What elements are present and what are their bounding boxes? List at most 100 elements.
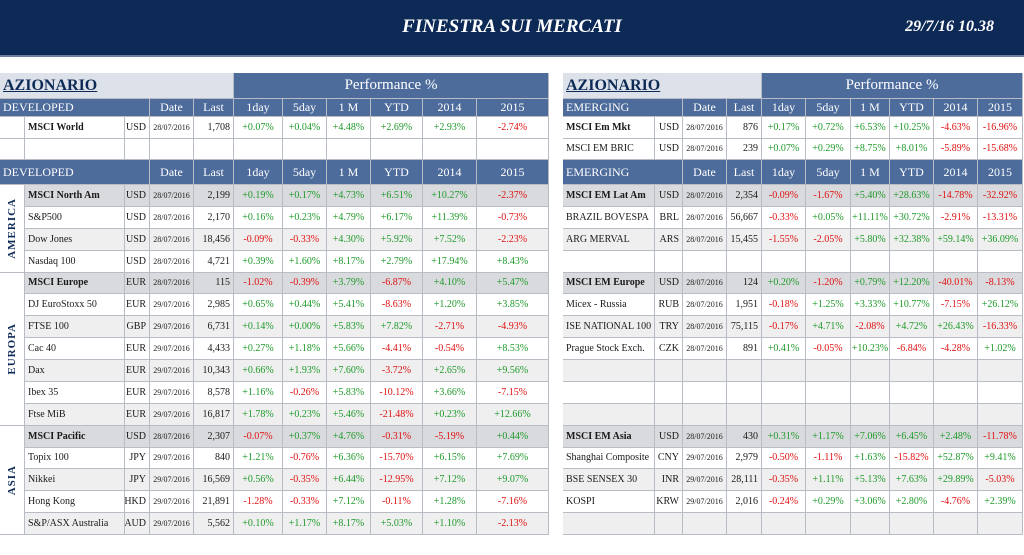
column-header: 2014 (934, 160, 978, 185)
last-value: 16,569 (194, 469, 234, 492)
empty-cell (851, 513, 890, 535)
perf-5day: +1.11% (806, 469, 851, 492)
perf-ytd: -10.12% (371, 381, 423, 404)
perf-ytd: +7.82% (371, 316, 423, 339)
page-title: FINESTRA SUI MERCATI (402, 16, 622, 37)
perf-1day: +0.65% (234, 294, 283, 317)
empty-cell (762, 403, 806, 426)
perf-ytd: +6.17% (371, 206, 423, 229)
perf-5day: -0.33% (283, 228, 327, 251)
currency: CNY (655, 447, 683, 470)
perf-1m: +4.48% (327, 117, 371, 139)
perf-1day: +0.07% (234, 117, 283, 139)
last-value: 21,891 (194, 491, 234, 514)
perf-2015: -8.13% (978, 272, 1023, 295)
perf-5day: +4.71% (806, 316, 851, 339)
index-name: S&P/ASX Australia (25, 513, 125, 535)
perf-1day: +1.16% (234, 381, 283, 404)
perf-5day: +0.17% (283, 185, 327, 207)
empty-cell (806, 513, 851, 535)
index-name: Shanghai Composite (563, 447, 655, 470)
index-name: FTSE 100 (25, 316, 125, 339)
perf-1m: +6.53% (851, 117, 890, 139)
empty-cell (563, 513, 655, 535)
perf-ytd: +2.80% (890, 491, 934, 514)
date: 29/07/2016 (150, 403, 194, 426)
perf-ytd: -8.63% (371, 294, 423, 317)
index-name: KOSPI (563, 491, 655, 514)
index-name: Prague Stock Exch. (563, 338, 655, 360)
last-value: 876 (727, 117, 762, 139)
group-label: DEVELOPED (0, 160, 150, 185)
currency: USD (125, 228, 150, 251)
perf-1day: -0.33% (762, 206, 806, 229)
perf-5day: +0.05% (806, 206, 851, 229)
perf-2014: +2.65% (423, 360, 477, 382)
perf-ytd: +5.92% (371, 228, 423, 251)
date: 29/07/2016 (683, 447, 727, 470)
perf-5day: -0.05% (806, 338, 851, 360)
perf-2014: +7.12% (423, 469, 477, 492)
column-header: YTD (371, 160, 423, 185)
perf-2015: -11.78% (978, 425, 1023, 448)
currency: AUD (125, 513, 150, 535)
index-name: Dow Jones (25, 228, 125, 251)
section-title: AZIONARIO (563, 73, 762, 99)
header-bar: FINESTRA SUI MERCATI 29/7/16 10.38 (0, 0, 1024, 57)
date: 28/07/2016 (683, 294, 727, 317)
empty-cell (683, 250, 727, 273)
currency: INR (655, 469, 683, 492)
empty-cell (978, 360, 1023, 382)
empty-cell (851, 360, 890, 382)
empty-cell (851, 250, 890, 273)
group-label: DEVELOPED (0, 99, 150, 117)
empty-cell (655, 513, 683, 535)
date: 28/07/2016 (150, 250, 194, 273)
perf-ytd: -21.48% (371, 403, 423, 426)
column-header: 2014 (423, 160, 477, 185)
perf-1m: +4.76% (327, 425, 371, 448)
perf-1day: -0.09% (234, 228, 283, 251)
currency: GBP (125, 316, 150, 339)
perf-5day: -0.39% (283, 272, 327, 295)
perf-1day: -0.17% (762, 316, 806, 339)
currency: RUB (655, 294, 683, 317)
perf-5day: -0.76% (283, 447, 327, 470)
perf-5day: -2.05% (806, 228, 851, 251)
perf-1day: -1.55% (762, 228, 806, 251)
column-header: 2014 (423, 99, 477, 117)
date: 29/07/2016 (150, 316, 194, 339)
empty-cell (727, 381, 762, 404)
currency: USD (125, 117, 150, 139)
date: 28/07/2016 (150, 228, 194, 251)
empty-cell (806, 360, 851, 382)
perf-1day: +0.16% (234, 206, 283, 229)
index-name: Micex - Russia (563, 294, 655, 317)
perf-1day: -0.50% (762, 447, 806, 470)
perf-ytd: -12.95% (371, 469, 423, 492)
empty-cell (125, 138, 150, 160)
last-value: 2,985 (194, 294, 234, 317)
region-name: ASIA (6, 464, 18, 495)
last-value: 18,456 (194, 228, 234, 251)
perf-5day: +1.25% (806, 294, 851, 317)
perf-ytd: +2.69% (371, 117, 423, 139)
column-header: 2015 (978, 99, 1023, 117)
column-header: 5day (806, 160, 851, 185)
perf-1day: +0.31% (762, 425, 806, 448)
date: 28/07/2016 (683, 425, 727, 448)
perf-2015: +7.69% (477, 447, 549, 470)
empty-cell (727, 360, 762, 382)
empty-cell (563, 250, 655, 273)
perf-5day: -0.26% (283, 381, 327, 404)
currency: USD (125, 206, 150, 229)
perf-5day: +0.04% (283, 117, 327, 139)
perf-5day: +0.37% (283, 425, 327, 448)
empty-cell (563, 403, 655, 426)
date: 29/07/2016 (150, 513, 194, 535)
currency: USD (655, 185, 683, 207)
perf-2015: +2.39% (978, 491, 1023, 514)
currency: USD (655, 138, 683, 160)
empty-cell (978, 513, 1023, 535)
column-header: 1day (762, 99, 806, 117)
